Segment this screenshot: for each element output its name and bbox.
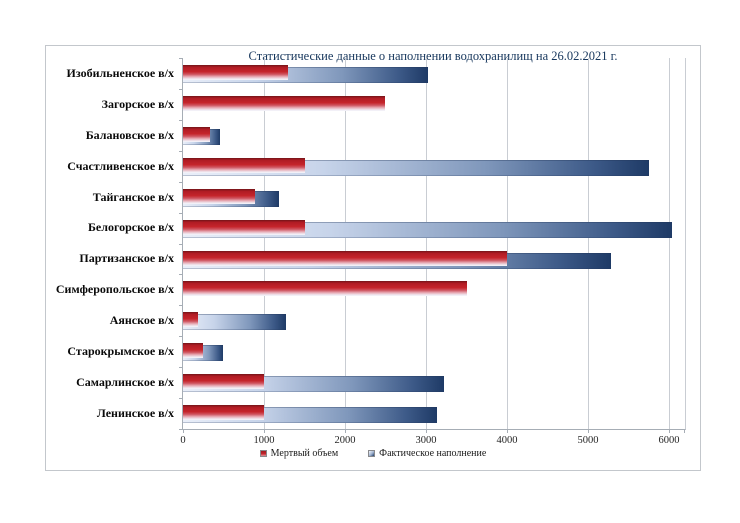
legend-marker-actual-icon xyxy=(368,449,376,457)
chart-title: Статистические данные о наполнении водох… xyxy=(248,49,618,63)
y-axis-tick xyxy=(179,367,183,369)
gridline xyxy=(344,58,346,429)
chart-row xyxy=(183,305,685,336)
y-axis-tick xyxy=(179,336,183,338)
gridline xyxy=(587,58,589,429)
y-axis-tick xyxy=(179,150,183,152)
bar-actual-fill xyxy=(183,314,286,331)
bar-dead-volume xyxy=(183,312,198,328)
bar-dead-volume xyxy=(183,126,210,142)
chart-row xyxy=(183,336,685,367)
category-label: Тайганское в/х xyxy=(92,189,174,204)
y-axis-tick xyxy=(179,305,183,307)
x-axis-tick xyxy=(588,429,589,433)
chart-row xyxy=(183,89,685,120)
x-tick-label: 0 xyxy=(180,435,186,446)
x-tick-label: 1000 xyxy=(253,435,275,446)
category-label: Ленинское в/х xyxy=(96,405,174,420)
category-label: Загорское в/х xyxy=(101,96,174,111)
plot-area: 0 1000 2000 3000 4000 5000 6000 xyxy=(179,58,686,446)
y-axis-tick xyxy=(179,88,183,90)
y-axis-tick xyxy=(179,429,183,430)
y-axis-tick xyxy=(179,398,183,400)
bar-dead-volume xyxy=(183,250,507,266)
x-tick-label: 4000 xyxy=(496,435,518,446)
category-label: Партизанское в/х xyxy=(79,251,174,266)
x-tick-label: 2000 xyxy=(334,435,356,446)
gridline xyxy=(263,58,265,429)
x-axis-tick xyxy=(345,429,346,433)
category-label: Счастливенское в/х xyxy=(67,158,174,173)
category-label: Белогорское в/х xyxy=(87,220,174,235)
chart-row xyxy=(183,213,685,244)
bar-dead-volume xyxy=(183,65,289,80)
category-label: Изобильненское в/х xyxy=(66,65,174,80)
chart-row xyxy=(183,120,685,151)
chart-row xyxy=(183,367,685,398)
y-axis-tick xyxy=(179,243,183,245)
category-label: Старокрымское в/х xyxy=(67,344,174,359)
x-axis-tick xyxy=(669,429,670,433)
bar-dead-volume xyxy=(183,157,305,173)
y-axis-tick xyxy=(179,58,183,59)
chart-row xyxy=(183,244,685,275)
chart-row xyxy=(183,151,685,182)
gridline xyxy=(668,58,670,429)
x-axis-tick xyxy=(264,429,265,433)
bar-dead-volume xyxy=(183,188,256,204)
x-axis-tick xyxy=(183,429,184,433)
bar-dead-volume xyxy=(183,95,385,111)
chart-row xyxy=(183,398,685,429)
x-tick-label: 5000 xyxy=(577,435,599,446)
bar-dead-volume xyxy=(183,219,305,235)
gridline xyxy=(425,58,427,429)
chart-row xyxy=(183,182,685,213)
category-label: Аянское в/х xyxy=(109,313,174,328)
category-label: Симферопольское в/х xyxy=(55,282,174,297)
bar-dead-volume xyxy=(183,343,204,359)
legend-item-actual-fill: Фактическое наполнение xyxy=(368,448,486,459)
y-axis-tick xyxy=(179,181,183,183)
category-label: Самарлинское в/х xyxy=(76,375,174,390)
gridline xyxy=(506,58,508,429)
category-label: Балановское в/х xyxy=(85,127,174,142)
legend: Мертвый объем Фактическое наполнение xyxy=(46,445,700,461)
legend-item-dead-volume: Мертвый объем xyxy=(259,447,339,459)
x-axis-tick xyxy=(684,429,685,433)
x-axis-tick xyxy=(426,429,427,433)
bar-dead-volume xyxy=(183,374,264,390)
chart-container: Статистические данные о наполнении водох… xyxy=(45,45,701,471)
legend-marker-dead-icon xyxy=(259,449,267,457)
legend-label: Мертвый объем xyxy=(270,447,339,459)
y-axis-tick xyxy=(179,212,183,214)
category-axis: Изобильненское в/х Загорское в/х Балановск… xyxy=(52,58,178,429)
x-tick-label: 3000 xyxy=(415,435,437,446)
bar-actual-fill xyxy=(183,221,673,238)
x-tick-label: 6000 xyxy=(658,435,680,446)
legend-label: Фактическое наполнение xyxy=(379,447,487,459)
y-axis-tick xyxy=(179,274,183,276)
chart-row xyxy=(183,274,685,305)
x-axis-tick xyxy=(507,429,508,433)
chart-row xyxy=(183,58,685,89)
bar-dead-volume xyxy=(183,405,264,421)
bar-dead-volume xyxy=(183,281,467,297)
y-axis-tick xyxy=(179,119,183,121)
